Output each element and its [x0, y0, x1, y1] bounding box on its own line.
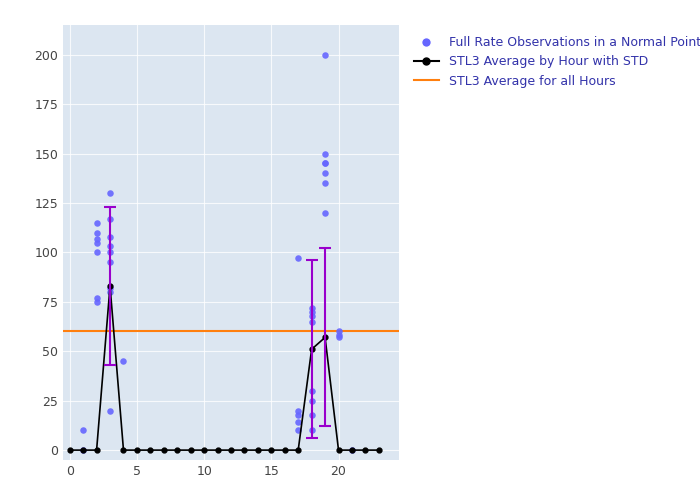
Point [91, 238, 102, 246]
Point [306, 426, 317, 434]
Point [104, 288, 116, 296]
Point [91, 294, 102, 302]
Point [319, 179, 330, 187]
Point [319, 160, 330, 168]
Point [306, 308, 317, 316]
Point [306, 387, 317, 395]
Point [319, 209, 330, 217]
Point [91, 218, 102, 226]
Point [333, 328, 344, 336]
Point [293, 406, 304, 414]
Legend: Full Rate Observations in a Normal Point, STL3 Average by Hour with STD, STL3 Av: Full Rate Observations in a Normal Point… [409, 31, 700, 93]
Point [104, 189, 116, 197]
Point [306, 396, 317, 404]
Point [91, 298, 102, 306]
Point [319, 50, 330, 58]
Point [293, 254, 304, 262]
Point [104, 406, 116, 414]
Point [91, 234, 102, 242]
Point [104, 242, 116, 250]
Point [306, 304, 317, 312]
Point [293, 418, 304, 426]
Point [333, 332, 344, 340]
Point [104, 232, 116, 240]
Point [104, 258, 116, 266]
Point [104, 284, 116, 292]
Point [91, 228, 102, 236]
Point [319, 150, 330, 158]
Point [306, 318, 317, 326]
Point [91, 248, 102, 256]
Point [319, 170, 330, 177]
Point [78, 446, 89, 454]
Point [78, 426, 89, 434]
Point [346, 446, 358, 454]
Point [104, 215, 116, 223]
Point [319, 160, 330, 168]
Point [293, 410, 304, 418]
Point [306, 410, 317, 418]
Point [118, 357, 129, 365]
Point [293, 426, 304, 434]
Point [104, 248, 116, 256]
Point [306, 312, 317, 320]
Point [333, 334, 344, 342]
